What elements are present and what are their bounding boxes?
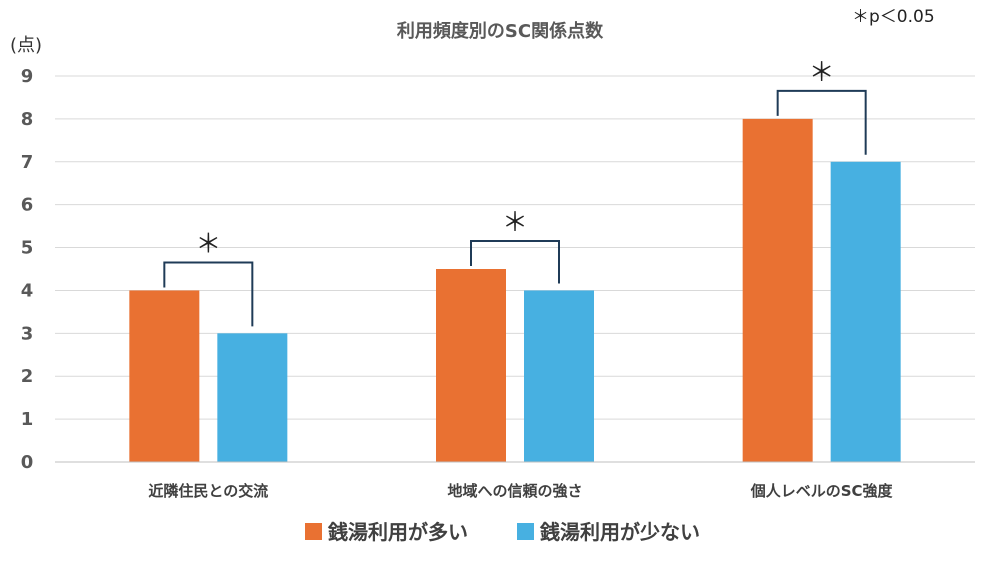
y-tick-label: 7 xyxy=(21,152,34,173)
gridlines xyxy=(55,75,975,420)
bar xyxy=(742,118,813,462)
legend-swatch xyxy=(517,523,534,540)
legend-swatch xyxy=(305,523,322,540)
significance-star: ＊ xyxy=(809,58,835,88)
y-tick-label: 9 xyxy=(21,66,34,87)
y-axis-unit-label: (点) xyxy=(10,35,42,56)
y-tick-label: 4 xyxy=(21,280,34,301)
legend-label: 銭湯利用が多い xyxy=(327,520,468,544)
bar xyxy=(830,161,901,462)
y-tick-label: 5 xyxy=(21,238,34,259)
chart-title: 利用頻度別のSC関係点数 xyxy=(397,20,604,42)
bar xyxy=(129,290,200,462)
x-tick-label: 近隣住民との交流 xyxy=(148,482,268,500)
bars xyxy=(129,118,901,462)
y-tick-label: 8 xyxy=(21,109,34,130)
bar xyxy=(524,290,594,462)
y-tick-label: 3 xyxy=(21,323,34,344)
y-tick-label: 2 xyxy=(21,366,34,387)
significance-brackets: ＊ ＊ ＊ xyxy=(163,58,867,327)
x-axis-ticks: 近隣住民との交流 地域への信頼の強さ 個人レベルのSC強度 xyxy=(148,482,893,500)
y-axis-ticks: 0 1 2 3 4 5 6 7 8 9 xyxy=(21,66,34,473)
significance-bracket xyxy=(470,240,560,284)
x-tick-label: 地域への信頼の強さ xyxy=(447,482,582,500)
significance-star: ＊ xyxy=(195,229,221,259)
significance-star: ＊ xyxy=(502,208,528,238)
legend-label: 銭湯利用が少ない xyxy=(539,520,700,544)
bar xyxy=(217,333,288,462)
significance-bracket xyxy=(163,261,254,327)
y-tick-label: 6 xyxy=(21,195,34,216)
significance-bracket xyxy=(776,89,867,155)
y-tick-label: 0 xyxy=(21,452,34,473)
y-tick-label: 1 xyxy=(21,409,34,430)
legend: 銭湯利用が多い 銭湯利用が少ない xyxy=(305,520,700,544)
significance-note: ＊p＜0.05 xyxy=(852,7,935,27)
bar xyxy=(436,269,506,462)
x-tick-label: 個人レベルのSC強度 xyxy=(750,482,894,500)
